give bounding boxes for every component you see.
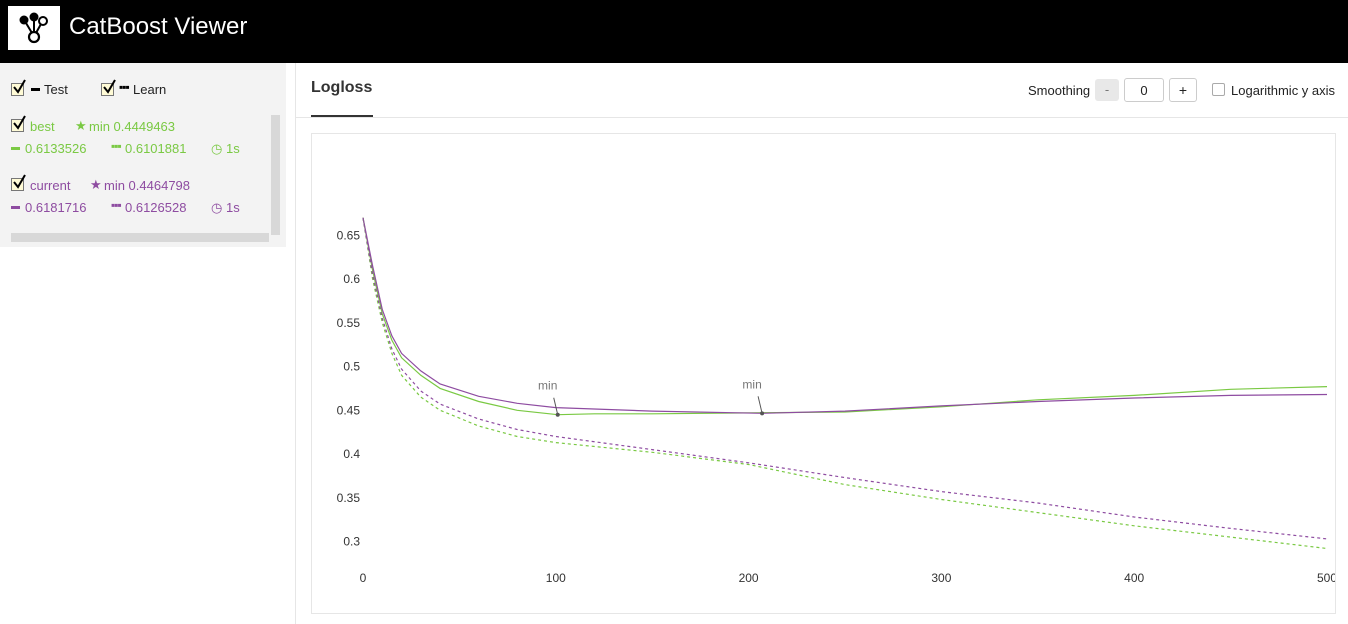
app-title: CatBoost Viewer [69,13,248,40]
star-icon: ★ [90,177,102,192]
y-tick-label: 0.6 [343,272,360,286]
logloss-chart[interactable]: 0.65 0.6 0.55 0.5 0.45 0.4 0.35 0.3 0 100 200 300 40… [312,134,1336,614]
smoothing-decrease-button[interactable]: - [1095,79,1119,101]
checkmark-icon [13,115,26,130]
checkmark-icon [103,79,116,94]
x-tick-label: 0 [360,571,367,585]
min-marker-pointer [553,397,559,415]
clock-icon: ◷ [211,141,223,156]
divider [295,63,296,624]
y-tick-label: 0.55 [337,316,361,330]
catboost-logo-icon [8,6,60,50]
learn-label: Learn [133,82,167,97]
test-checkbox[interactable] [11,79,26,96]
run-current-time: 1s [226,200,240,215]
log-axis-checkbox[interactable] [1212,83,1225,96]
run-current-name: current [30,178,71,193]
test-line-icon [31,88,40,91]
series-line-best-test [362,217,1328,416]
min-marker-pointer [757,396,763,414]
y-tick-label: 0.5 [343,360,360,374]
x-tick-label: 200 [739,571,759,585]
run-current-min: min 0.4464798 [104,178,191,193]
x-tick-label: 300 [931,571,951,585]
chart-area[interactable]: 0.65 0.6 0.55 0.5 0.45 0.4 0.35 0.3 0 100 200 300 40… [311,133,1336,614]
y-tick-label: 0.65 [337,228,361,242]
min-marker [555,412,560,417]
series-line-best-learn [362,217,1328,550]
checkmark-icon [13,174,26,189]
smoothing-increase-button[interactable]: + [1169,78,1197,102]
run-best-name: best [30,119,55,134]
x-tick-label: 500 [1317,571,1336,585]
series-line-current-test [362,217,1328,414]
star-icon: ★ [75,118,87,133]
run-best-checkbox[interactable] [11,115,26,132]
min-annotation-label: min [538,379,557,393]
series-line-current-learn [362,217,1328,540]
sidebar: Test ▪▪▪ Learn best ★ min 0.4449463 0.61… [0,63,286,247]
run-best-test-value: 0.6133526 [25,141,87,156]
min-annotation-label: min [742,377,761,391]
divider [296,117,1348,118]
learn-dots-icon: ▪▪▪ [119,80,130,94]
sidebar-vertical-scrollbar[interactable] [271,115,280,235]
run-best-learn-value: 0.6101881 [125,141,187,156]
tab-logloss[interactable]: Logloss [311,79,373,96]
x-tick-label: 400 [1124,571,1144,585]
smoothing-input[interactable] [1124,78,1164,102]
log-axis-label: Logarithmic y axis [1231,83,1336,98]
learn-checkbox[interactable] [101,79,116,96]
checkmark-icon [13,79,26,94]
test-line-icon [11,147,20,150]
sidebar-horizontal-scrollbar[interactable] [11,233,269,242]
y-tick-label: 0.35 [337,491,361,505]
run-current-checkbox[interactable] [11,174,26,191]
top-bar: CatBoost Viewer [0,0,1348,63]
y-tick-label: 0.4 [343,447,360,461]
learn-dots-icon: ▪▪▪ [111,198,122,212]
y-tick-label: 0.45 [337,403,361,417]
smoothing-label: Smoothing [1028,83,1091,98]
run-current-test-value: 0.6181716 [25,200,87,215]
learn-dots-icon: ▪▪▪ [111,139,122,153]
clock-icon: ◷ [211,200,223,215]
run-best-time: 1s [226,141,240,156]
x-tick-label: 100 [546,571,566,585]
active-tab-indicator [311,115,373,117]
test-line-icon [11,206,20,209]
run-best-min: min 0.4449463 [89,119,176,134]
run-current-learn-value: 0.6126528 [125,200,187,215]
y-tick-label: 0.3 [343,535,360,549]
test-label: Test [44,82,68,97]
